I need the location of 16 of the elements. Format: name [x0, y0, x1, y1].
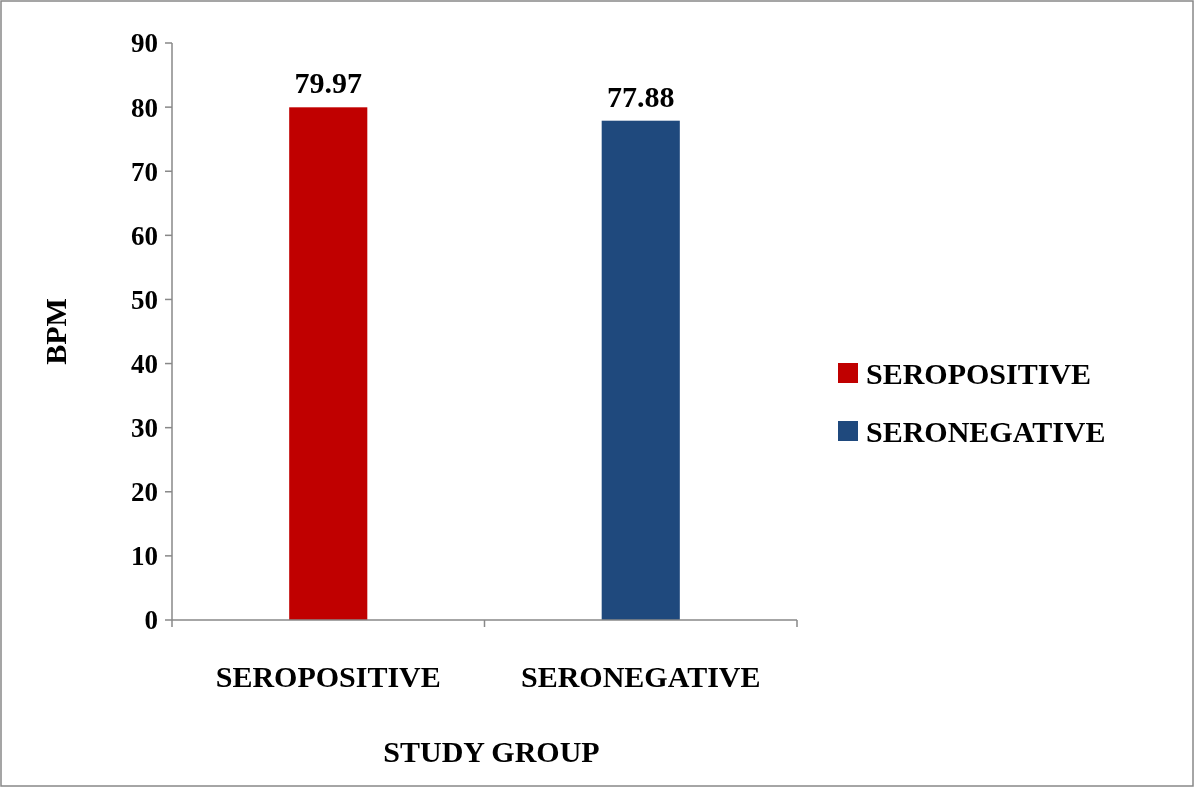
y-tick-label: 80	[131, 92, 158, 123]
data-label: 77.88	[607, 79, 675, 113]
legend-label: SEROPOSITIVE	[866, 356, 1092, 390]
y-tick-label: 30	[131, 413, 158, 444]
y-tick-label: 50	[131, 284, 158, 315]
y-tick-label: 90	[131, 28, 158, 59]
y-tick-label: 60	[131, 220, 158, 251]
y-tick-label: 70	[131, 156, 158, 187]
x-axis-title: STUDY GROUP	[383, 735, 600, 768]
data-label: 79.97	[294, 66, 362, 100]
y-axis-title: BPM	[39, 298, 72, 365]
y-tick-label: 40	[131, 349, 158, 380]
y-tick-label: 0	[144, 605, 158, 636]
legend-label: SERONEGATIVE	[866, 414, 1106, 448]
y-tick-label: 10	[131, 541, 158, 572]
y-tick-label: 20	[131, 477, 158, 508]
